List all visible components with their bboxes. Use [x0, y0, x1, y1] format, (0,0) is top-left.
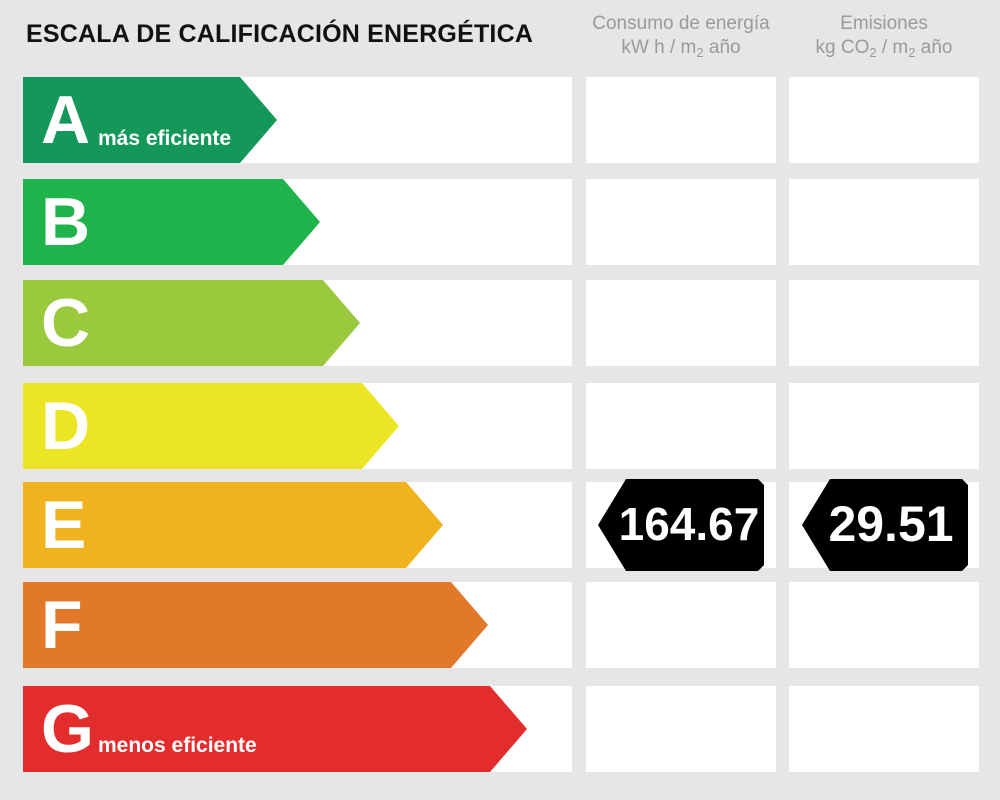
consumption-cell: [586, 582, 776, 668]
consumption-cell: 164.67: [586, 479, 776, 571]
tag-arrow-shape: [802, 479, 968, 571]
rating-row-d: D: [0, 383, 1000, 469]
rating-arrow-shape: [23, 179, 320, 265]
rating-row-g: G menos eficiente: [0, 686, 1000, 772]
consumption-cell: [586, 383, 776, 469]
rating-bar-d: [23, 383, 399, 469]
rating-label-cell: E: [23, 482, 572, 568]
rating-label-cell: G menos eficiente: [23, 686, 572, 772]
emissions-header-unit: kg CO2 / m2 año: [815, 37, 953, 60]
rating-letter: G: [41, 691, 94, 767]
rating-arrow-shape: [23, 77, 277, 163]
rating-sub-label: más eficiente: [98, 127, 232, 150]
rating-arrow-shape: [23, 686, 527, 772]
consumption-value: 164.67: [618, 498, 760, 550]
emissions-cell: [789, 179, 979, 265]
consumption-cell: [586, 686, 776, 772]
rating-row-e: E 164.67 29.51: [0, 479, 1000, 571]
rating-bar-g: [23, 686, 527, 772]
consumption-cell: [586, 179, 776, 265]
emissions-cell: [789, 280, 979, 366]
rating-arrow-shape: [23, 582, 488, 668]
emissions-value: 29.51: [828, 496, 954, 552]
tag-arrow-shape: [598, 479, 764, 571]
consumption-cell: [586, 280, 776, 366]
emissions-column-header: Emisiones kg CO2 / m2 año: [789, 12, 979, 65]
rating-bar-c: [23, 280, 360, 366]
consumption-header-line1: Consumo de energía: [592, 13, 770, 34]
emissions-cell: [789, 77, 979, 163]
emissions-cell: [789, 686, 979, 772]
rating-label-cell: A más eficiente: [23, 77, 572, 163]
rating-letter: E: [41, 487, 87, 563]
rating-letter: A: [41, 82, 91, 158]
rating-row-c: C: [0, 280, 1000, 366]
rating-bar-e: [23, 482, 443, 568]
emissions-cell: [789, 582, 979, 668]
rating-sub-label: menos eficiente: [98, 734, 257, 757]
emissions-header-line1: Emisiones: [840, 13, 928, 34]
rating-row-f: F: [0, 582, 1000, 668]
rating-row-b: B: [0, 179, 1000, 265]
rating-letter: C: [41, 285, 91, 361]
rating-bar-b: [23, 179, 320, 265]
consumption-header-unit: kW h / m2 año: [621, 37, 741, 60]
consumption-cell: [586, 77, 776, 163]
rating-letter: B: [41, 184, 91, 260]
rating-label-cell: C: [23, 280, 572, 366]
consumption-value-tag: 164.67: [598, 479, 765, 571]
rating-label-cell: B: [23, 179, 572, 265]
rating-row-a: A más eficiente: [0, 77, 1000, 163]
consumption-column-header: Consumo de energía kW h / m2 año: [586, 12, 776, 65]
rating-letter: F: [41, 587, 83, 663]
rating-label-cell: F: [23, 582, 572, 668]
rating-label-cell: D: [23, 383, 572, 469]
emissions-cell: 29.51: [789, 479, 979, 571]
emissions-cell: [789, 383, 979, 469]
rating-arrow-shape: [23, 280, 360, 366]
rating-arrow-shape: [23, 383, 399, 469]
rating-bar-a: [23, 77, 277, 163]
page-title: ESCALA DE CALIFICACIÓN ENERGÉTICA: [26, 20, 534, 48]
rating-bar-f: [23, 582, 488, 668]
emissions-value-tag: 29.51: [802, 479, 969, 571]
rating-letter: D: [41, 388, 91, 464]
rating-arrow-shape: [23, 482, 443, 568]
